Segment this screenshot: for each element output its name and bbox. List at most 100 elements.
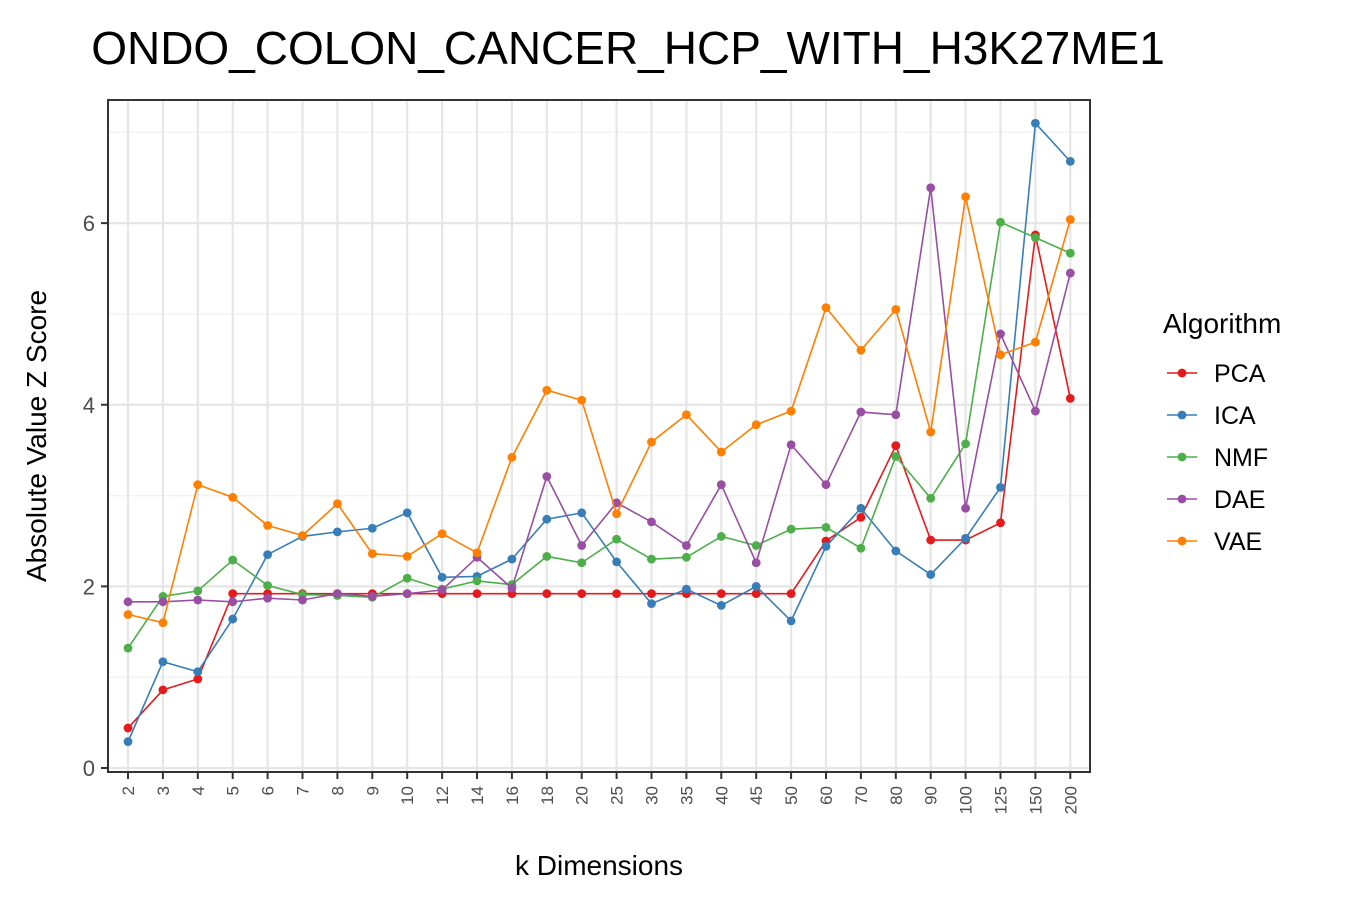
data-point-nmf <box>1031 233 1040 243</box>
x-tick-label: 100 <box>957 786 976 814</box>
data-point-dae <box>193 595 203 605</box>
data-point-pca <box>926 535 936 545</box>
data-point-dae <box>333 589 342 599</box>
data-point-pca <box>193 674 203 684</box>
data-point-ica <box>821 542 831 551</box>
data-point-vae <box>298 531 307 540</box>
data-point-nmf <box>228 555 238 565</box>
data-point-vae <box>472 548 482 558</box>
x-tick-label: 200 <box>1061 786 1080 814</box>
x-tick-label: 16 <box>503 786 522 805</box>
data-point-dae <box>263 593 272 603</box>
data-point-vae <box>158 618 168 628</box>
data-point-pca <box>996 518 1005 528</box>
data-point-vae <box>263 521 272 530</box>
legend-key-point-pca <box>1177 368 1187 378</box>
x-tick-label: 14 <box>468 786 487 805</box>
data-point-dae <box>996 329 1005 339</box>
data-point-dae <box>402 589 412 599</box>
data-point-dae <box>1065 268 1075 278</box>
data-point-dae <box>437 585 447 595</box>
data-point-vae <box>437 529 447 539</box>
data-point-vae <box>228 492 238 502</box>
data-point-dae <box>856 407 866 417</box>
data-point-nmf <box>263 581 272 590</box>
data-point-dae <box>716 480 726 490</box>
data-point-ica <box>123 737 133 747</box>
data-point-pca <box>1065 394 1075 403</box>
data-point-ica <box>926 570 936 579</box>
data-point-dae <box>507 583 517 593</box>
legend-title: Algorithm <box>1163 308 1281 339</box>
data-point-pca <box>577 589 587 599</box>
x-tick-label: 7 <box>294 786 313 795</box>
data-point-nmf <box>926 493 936 503</box>
data-point-ica <box>402 508 412 518</box>
data-point-pca <box>472 589 482 599</box>
x-tick-label: 60 <box>817 786 836 805</box>
data-point-dae <box>228 597 238 607</box>
data-point-vae <box>612 509 621 519</box>
x-tick-label: 45 <box>747 786 766 805</box>
data-point-nmf <box>682 552 691 562</box>
legend-key-point-vae <box>1177 536 1187 546</box>
data-point-ica <box>751 581 761 591</box>
data-point-vae <box>716 447 726 457</box>
x-tick-label: 50 <box>782 786 801 805</box>
legend-key-point-nmf <box>1177 452 1187 462</box>
x-tick-label: 10 <box>398 786 417 805</box>
series-line-dae <box>128 187 1072 603</box>
x-tick-label: 8 <box>328 786 347 795</box>
data-point-vae <box>961 192 970 202</box>
data-point-vae <box>402 552 412 561</box>
data-point-dae <box>786 440 796 450</box>
x-tick-label: 12 <box>433 786 452 805</box>
grid-lines <box>108 100 1090 772</box>
data-point-pca <box>647 589 656 599</box>
series-line-pca <box>127 234 1072 729</box>
data-point-dae <box>961 503 970 513</box>
data-point-ica <box>437 572 447 582</box>
data-point-dae <box>821 480 831 490</box>
data-point-pca <box>542 589 552 599</box>
data-point-ica <box>1031 118 1040 128</box>
data-point-dae <box>926 183 936 193</box>
x-tick-label: 3 <box>154 786 173 795</box>
y-tick-label: 0 <box>83 756 95 781</box>
x-axis-title: k Dimensions <box>515 850 683 881</box>
data-point-vae <box>542 385 552 395</box>
y-tick-label: 4 <box>83 393 95 418</box>
data-point-nmf <box>193 586 203 596</box>
data-point-ica <box>228 614 238 624</box>
legend-key-point-dae <box>1177 494 1187 504</box>
data-point-dae <box>123 597 133 607</box>
x-tick-label: 40 <box>712 786 731 805</box>
legend-key-point-ica <box>1177 410 1187 420</box>
data-point-nmf <box>472 576 482 586</box>
data-point-ica <box>333 527 342 537</box>
y-axis-title: Absolute Value Z Score <box>21 290 52 582</box>
data-point-vae <box>682 410 691 420</box>
data-point-vae <box>751 420 761 430</box>
data-point-vae <box>821 303 831 312</box>
data-point-nmf <box>402 573 412 583</box>
data-point-ica <box>367 523 377 533</box>
legend-label-pca: PCA <box>1214 360 1266 388</box>
x-tick-label: 35 <box>677 786 696 805</box>
data-point-ica <box>507 554 517 564</box>
data-point-nmf <box>716 532 726 541</box>
data-point-nmf <box>647 554 656 564</box>
data-point-vae <box>507 453 517 462</box>
data-point-nmf <box>577 558 587 568</box>
data-point-ica <box>891 546 901 556</box>
x-tick-label: 25 <box>608 786 627 805</box>
x-tick-label: 70 <box>852 786 871 805</box>
data-point-nmf <box>856 543 866 553</box>
series-line-vae <box>127 196 1072 624</box>
data-point-vae <box>996 350 1005 360</box>
x-tick-label: 6 <box>259 786 278 795</box>
x-tick-label: 5 <box>224 786 243 795</box>
data-point-ica <box>577 508 587 518</box>
data-point-ica <box>961 533 970 543</box>
